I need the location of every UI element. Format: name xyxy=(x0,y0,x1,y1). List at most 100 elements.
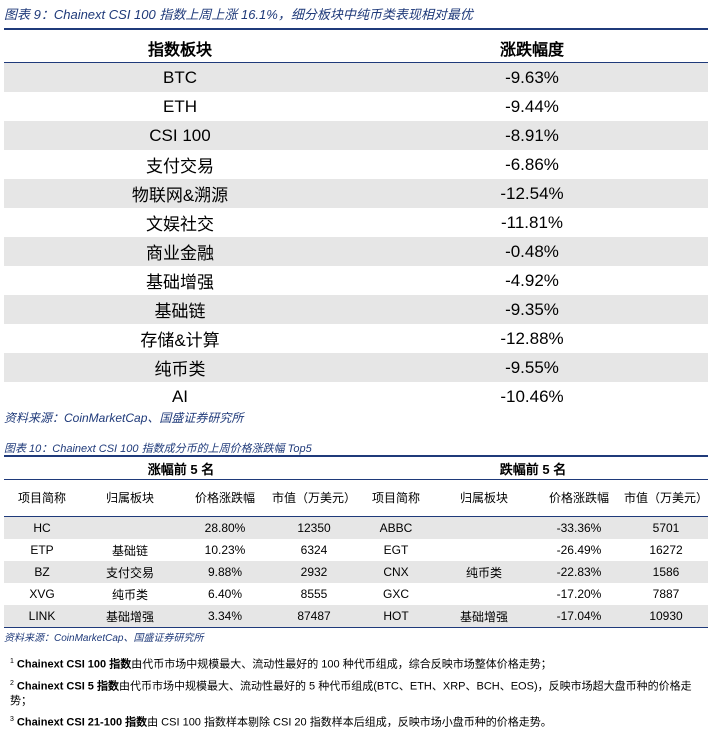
sector-change: -9.63% xyxy=(356,62,708,92)
market-cap: 10930 xyxy=(624,605,708,628)
price-change: -22.83% xyxy=(534,561,624,583)
table-row: AI -10.46% xyxy=(4,382,708,411)
header-mktcap: 市值（万美元） xyxy=(270,479,358,517)
project-name: CNX xyxy=(358,561,434,583)
figure-9-source: 资料来源：CoinMarketCap、国盛证券研究所 xyxy=(4,411,244,425)
header-change: 涨跌幅度 xyxy=(356,33,708,63)
caption-rule xyxy=(4,455,708,457)
sector-change: -11.81% xyxy=(356,208,708,237)
sector-change: -12.54% xyxy=(356,179,708,208)
caption-rule xyxy=(4,28,708,30)
project-sector xyxy=(80,516,180,539)
table-row: 文娱社交 -11.81% xyxy=(4,208,708,237)
price-change: 6.40% xyxy=(180,583,270,605)
header-sector: 归属板块 xyxy=(80,479,180,517)
table-row: ETH -9.44% xyxy=(4,92,708,121)
sector-change: -0.48% xyxy=(356,237,708,266)
market-cap: 1586 xyxy=(624,561,708,583)
sector-change: -12.88% xyxy=(356,324,708,353)
project-name: LINK xyxy=(4,605,80,628)
project-sector xyxy=(434,583,534,605)
header-change: 价格涨跌幅 xyxy=(180,479,270,517)
header-sector: 指数板块 xyxy=(4,33,356,63)
footnote: 2 Chainext CSI 5 指数由代币市场中规模最大、流动性最好的 5 种代… xyxy=(10,676,706,710)
price-change: 9.88% xyxy=(180,561,270,583)
project-sector: 基础增强 xyxy=(80,605,180,628)
project-sector: 基础增强 xyxy=(434,605,534,628)
sector-name: AI xyxy=(4,382,356,411)
figure-10-caption: 图表 10：Chainext CSI 100 指数成分币的上周价格涨跌幅 Top… xyxy=(4,443,312,455)
table-row: 纯币类 -9.55% xyxy=(4,353,708,382)
table-row: 存储&计算 -12.88% xyxy=(4,324,708,353)
project-sector: 基础链 xyxy=(80,539,180,561)
footnote-text: 由代币市场中规模最大、流动性最好的 100 种代币组成，综合反映市场整体价格走势… xyxy=(131,658,552,671)
sector-change: -9.55% xyxy=(356,353,708,382)
project-name: HOT xyxy=(358,605,434,628)
project-name: EGT xyxy=(358,539,434,561)
footnote-number: 2 xyxy=(10,679,14,687)
project-name: XVG xyxy=(4,583,80,605)
project-sector: 支付交易 xyxy=(80,561,180,583)
market-cap: 7887 xyxy=(624,583,708,605)
footnote-number: 3 xyxy=(10,716,14,724)
sector-name: 商业金融 xyxy=(4,237,356,266)
footnote-text: 由代币市场中规模最大、流动性最好的 5 种代币组成(BTC、ETH、XRP、BC… xyxy=(10,680,692,708)
footnote-number: 1 xyxy=(10,658,14,665)
project-name: ABBC xyxy=(358,516,434,539)
table-row: BZ 支付交易 9.88% 2932 CNX 纯币类 -22.83% 1586 xyxy=(4,561,708,583)
market-cap: 16272 xyxy=(624,539,708,561)
project-sector xyxy=(434,539,534,561)
table-row: XVG 纯币类 6.40% 8555 GXC -17.20% 7887 xyxy=(4,583,708,605)
sector-name: CSI 100 xyxy=(4,121,356,150)
footnote: 1 Chainext CSI 100 指数由代币市场中规模最大、流动性最好的 10… xyxy=(10,654,706,673)
market-cap: 2932 xyxy=(270,561,358,583)
sector-change: -9.44% xyxy=(356,92,708,121)
project-sector xyxy=(434,516,534,539)
top5-table: 涨幅前 5 名 跌幅前 5 名 项目简称 归属板块 价格涨跌幅 市值（万美元） … xyxy=(4,457,708,628)
table-row: HC 28.80% 12350 ABBC -33.36% 5701 xyxy=(4,516,708,539)
sector-change: -4.92% xyxy=(356,266,708,295)
price-change: -17.04% xyxy=(534,605,624,628)
sector-name: 物联网&溯源 xyxy=(4,179,356,208)
market-cap: 6324 xyxy=(270,539,358,561)
group-losers: 跌幅前 5 名 xyxy=(358,457,708,480)
table-row: LINK 基础增强 3.34% 87487 HOT 基础增强 -17.04% 10930 xyxy=(4,605,708,628)
market-cap: 12350 xyxy=(270,516,358,539)
price-change: 10.23% xyxy=(180,539,270,561)
header-sector: 归属板块 xyxy=(434,479,534,517)
group-gainers: 涨幅前 5 名 xyxy=(4,457,358,480)
sector-name: 基础增强 xyxy=(4,266,356,295)
market-cap: 8555 xyxy=(270,583,358,605)
sector-name: 基础链 xyxy=(4,295,356,324)
table-header-row: 指数板块 涨跌幅度 xyxy=(4,33,708,63)
figure-10-source: 资料来源：CoinMarketCap、国盛证券研究所 xyxy=(4,633,204,644)
sector-name: 纯币类 xyxy=(4,353,356,382)
footnotes: 1 Chainext CSI 100 指数由代币市场中规模最大、流动性最好的 10… xyxy=(10,654,706,734)
sector-change: -6.86% xyxy=(356,150,708,179)
header-mktcap: 市值（万美元） xyxy=(624,479,708,517)
footnote-term: Chainext CSI 21-100 指数 xyxy=(16,716,148,729)
header-name: 项目简称 xyxy=(4,479,80,517)
sector-name: BTC xyxy=(4,62,356,92)
sector-change: -10.46% xyxy=(356,382,708,411)
price-change: -33.36% xyxy=(534,516,624,539)
price-change: 3.34% xyxy=(180,605,270,628)
project-name: ETP xyxy=(4,539,80,561)
footnote: 3 Chainext CSI 21-100 指数由 CSI 100 指数样本剔除 … xyxy=(10,712,706,731)
project-name: BZ xyxy=(4,561,80,583)
table-row: 基础链 -9.35% xyxy=(4,295,708,324)
figure-9-caption: 图表 9：Chainext CSI 100 指数上周上涨 16.1%，细分板块中… xyxy=(4,7,473,22)
table-row: CSI 100 -8.91% xyxy=(4,121,708,150)
footnote-text: 由 CSI 100 指数样本剔除 CSI 20 指数样本后组成，反映市场小盘币种… xyxy=(147,716,552,729)
project-name: GXC xyxy=(358,583,434,605)
table-row: BTC -9.63% xyxy=(4,62,708,92)
price-change: -26.49% xyxy=(534,539,624,561)
header-change: 价格涨跌幅 xyxy=(534,479,624,517)
price-change: 28.80% xyxy=(180,516,270,539)
project-sector: 纯币类 xyxy=(434,561,534,583)
sector-change: -8.91% xyxy=(356,121,708,150)
sector-name: 文娱社交 xyxy=(4,208,356,237)
project-name: HC xyxy=(4,516,80,539)
market-cap: 87487 xyxy=(270,605,358,628)
footnote-term: Chainext CSI 5 指数 xyxy=(16,680,119,693)
